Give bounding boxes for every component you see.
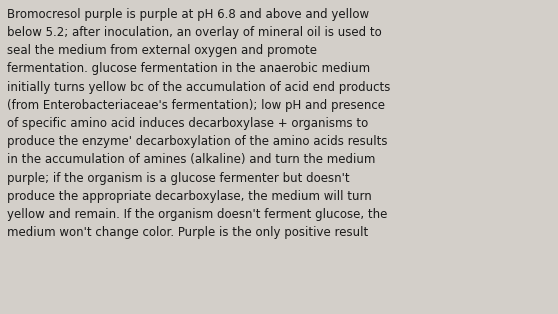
Text: Bromocresol purple is purple at pH 6.8 and above and yellow
below 5.2; after ino: Bromocresol purple is purple at pH 6.8 a… [7,8,390,239]
